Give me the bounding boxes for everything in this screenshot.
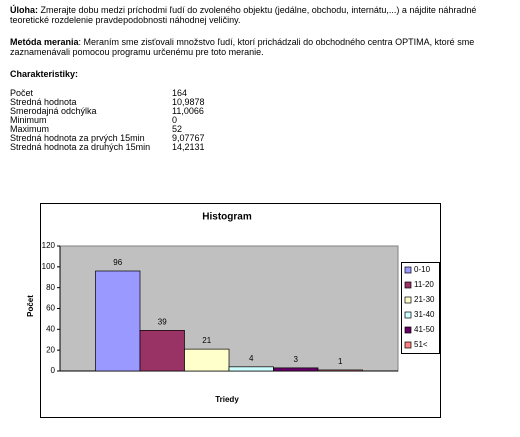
task: Úloha: Zmerajte dobu medzi príchodmi ľud… <box>10 5 510 25</box>
stats-value: 11,0066 <box>172 106 204 116</box>
stats-title-text: Charakteristiky: <box>10 69 79 79</box>
stats-label: Počet <box>10 88 34 98</box>
data-label: 39 <box>158 317 167 326</box>
data-label: 21 <box>202 336 211 345</box>
stats-row: Smerodajná odchýlka 11,0066 <box>10 107 205 116</box>
stats-label: Stredná hodnota za druhých 15min <box>10 142 151 152</box>
y-tick-label: 20 <box>46 345 55 354</box>
stats-value: 164 <box>172 88 188 98</box>
document: Úloha: Zmerajte dobu medzi príchodmi ľud… <box>10 5 510 152</box>
stats-row: Stredná hodnota 10,9878 <box>10 98 205 107</box>
data-label: 1 <box>338 357 343 366</box>
stats-value: 52 <box>172 124 183 134</box>
y-tick-label: 40 <box>46 324 55 333</box>
stats-label: Minimum <box>10 115 47 125</box>
legend-label: 21-30 <box>414 295 435 304</box>
y-tick-label: 80 <box>46 283 55 292</box>
legend-box <box>401 262 440 354</box>
chart-title: Histogram <box>202 212 252 223</box>
legend-swatch <box>404 311 412 319</box>
legend-label: 41-50 <box>414 325 435 334</box>
bar <box>273 367 319 372</box>
bar <box>317 369 363 372</box>
legend-label: 31-40 <box>414 310 435 319</box>
bar <box>228 366 274 372</box>
y-tick-label: 0 <box>51 366 56 375</box>
y-axis-title: Počet <box>26 295 35 317</box>
method: Metóda merania: Meraním sme zisťovali mn… <box>10 37 510 57</box>
legend-swatch <box>404 341 412 349</box>
bar <box>95 270 141 372</box>
stats-label: Stredná hodnota za prvých 15min <box>10 133 145 143</box>
stats-value: 10,9878 <box>172 97 205 107</box>
data-label: 4 <box>249 354 254 363</box>
stats-value: 0 <box>172 115 178 125</box>
stats-label: Stredná hodnota <box>10 97 77 107</box>
stats-row: Minimum 0 <box>10 116 205 125</box>
data-label: 3 <box>294 355 299 364</box>
legend-swatch <box>404 281 412 289</box>
legend-label: 51< <box>414 340 428 349</box>
stats-label: Smerodajná odchýlka <box>10 106 97 116</box>
method-text: : Meraním sme zisťovali množstvo ľudí, k… <box>10 37 475 57</box>
bar <box>184 348 230 372</box>
legend-swatch <box>404 326 412 334</box>
task-label: Úloha: <box>10 5 38 15</box>
legend-label: 0-10 <box>414 265 431 274</box>
task-text: Zmerajte dobu medzi príchodmi ľudí do zv… <box>10 5 477 25</box>
stats-label: Maximum <box>10 124 50 134</box>
legend-swatch <box>404 266 412 274</box>
stats-row: Stredná hodnota za prvých 15min 9,07767 <box>10 134 205 143</box>
data-label: 96 <box>113 258 122 267</box>
stats-table: Počet 164 Stredná hodnota 10,9878 Smerodajná… <box>10 89 205 152</box>
stats-row: Stredná hodnota za druhých 15min 14,2131 <box>10 143 205 152</box>
legend-swatch <box>404 296 412 304</box>
stats-title: Charakteristiky: <box>10 69 510 79</box>
legend-label: 11-20 <box>414 280 434 289</box>
method-label: Metóda merania <box>10 37 79 47</box>
stats-value: 9,07767 <box>172 133 205 143</box>
stats-value: 14,2131 <box>172 142 205 152</box>
y-tick-label: 100 <box>42 262 56 271</box>
x-axis-title: Triedy <box>215 395 239 404</box>
y-tick-label: 120 <box>42 241 56 250</box>
y-tick-label: 60 <box>46 304 55 313</box>
stats-row: Maximum 52 <box>10 125 205 134</box>
stats-row: Počet 164 <box>10 89 205 98</box>
bar <box>139 330 185 372</box>
